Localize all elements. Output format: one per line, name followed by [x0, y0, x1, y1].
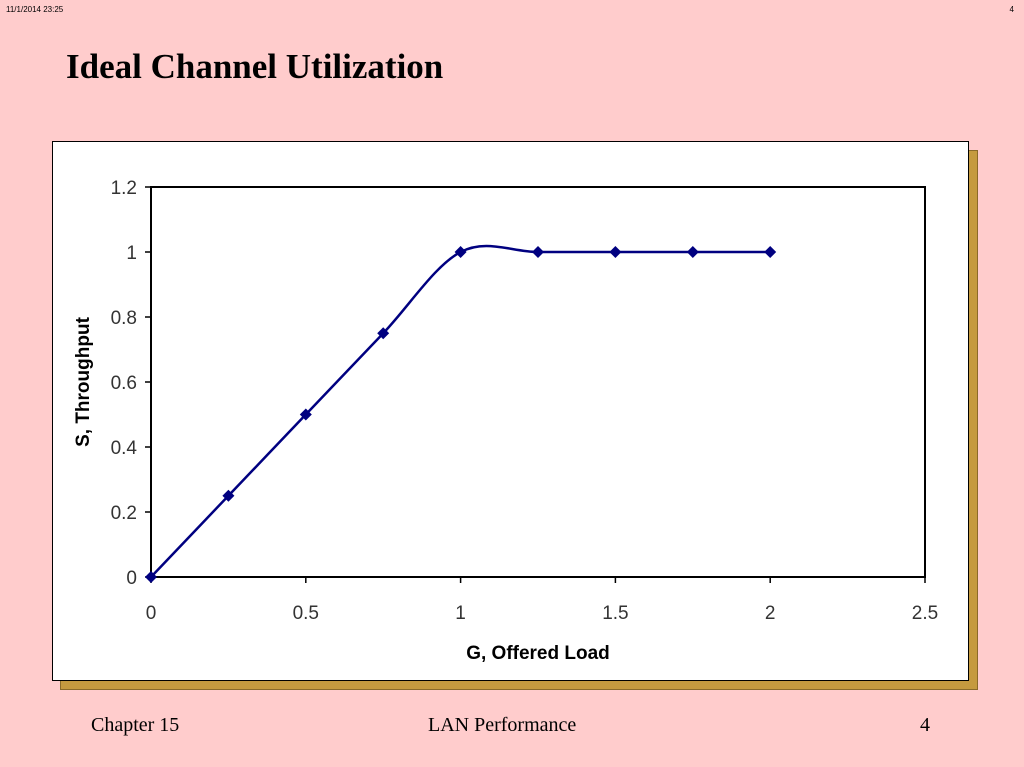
footer-chapter: Chapter 15: [91, 714, 180, 736]
series-markers: [145, 246, 777, 583]
x-tick-label: 2: [765, 603, 776, 624]
data-point: [764, 246, 777, 258]
line-chart: 0 0.2 0.4 0.6 0.8 1 1.2 0 0.5 1 1.5 2 2.5 G, Offere…: [73, 178, 938, 664]
y-axis: 0 0.2 0.4 0.6 0.8 1 1.2: [111, 178, 151, 589]
slide-page-number-top: 4: [1009, 5, 1014, 14]
data-point: [454, 246, 467, 258]
y-tick-label: 0: [126, 568, 137, 589]
y-tick-label: 1: [126, 243, 137, 264]
x-tick-label: 1: [455, 603, 466, 624]
footer-page-number: 4: [920, 714, 930, 736]
data-point: [145, 571, 157, 583]
x-tick-label: 0: [146, 603, 157, 624]
slide-title: Ideal Channel Utilization: [66, 47, 444, 86]
x-tick-label: 2.5: [912, 603, 938, 624]
data-point: [222, 489, 235, 502]
x-axis: 0 0.5 1 1.5 2 2.5: [146, 577, 938, 624]
y-tick-label: 0.2: [111, 503, 137, 524]
plot-area: [150, 186, 926, 578]
series-line: [150, 244, 771, 578]
slide-date-time: 11/1/2014 23:25: [6, 5, 64, 14]
footer-topic: LAN Performance: [428, 714, 577, 736]
y-axis-label: S, Throughput: [73, 316, 94, 446]
x-tick-label: 0.5: [293, 603, 319, 624]
data-point: [609, 246, 622, 258]
x-axis-label: G, Offered Load: [466, 643, 610, 664]
y-tick-label: 0.4: [111, 438, 138, 459]
data-point: [377, 327, 390, 340]
data-point: [299, 408, 312, 421]
chart-frame: 0 0.2 0.4 0.6 0.8 1 1.2 0 0.5 1 1.5 2 2.5 G, Offere…: [52, 141, 969, 681]
y-tick-label: 0.8: [111, 308, 137, 329]
data-point: [532, 246, 544, 258]
y-tick-label: 1.2: [111, 178, 137, 199]
y-tick-label: 0.6: [111, 373, 137, 394]
data-point: [686, 246, 699, 258]
x-tick-label: 1.5: [602, 603, 628, 624]
